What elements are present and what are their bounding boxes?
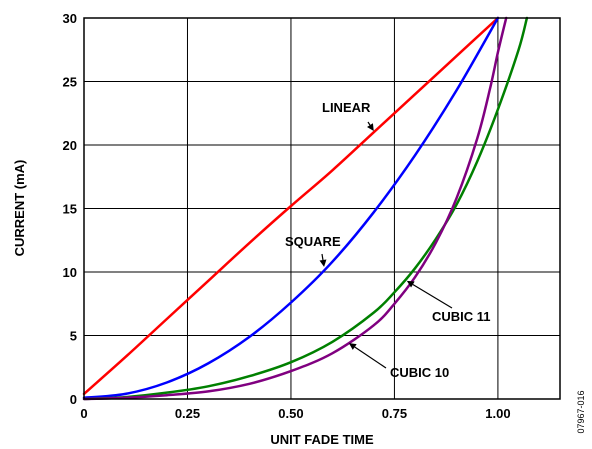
series-lines	[82, 16, 529, 401]
annotation-leader-linear	[367, 121, 371, 126]
y-tick-labels: 0 5 10 15 20 25 30	[63, 11, 77, 407]
annotation-label-cubic-11: CUBIC 11	[432, 309, 491, 324]
y-tick-label: 10	[63, 265, 77, 280]
annotation-label-linear: LINEAR	[322, 100, 371, 115]
annotations: LINEAR SQUARE CUBIC 11 CUBIC 10	[285, 100, 491, 380]
y-tick-label: 20	[63, 138, 77, 153]
x-axis-title: UNIT FADE TIME	[270, 432, 374, 447]
series-line-cubic-10	[82, 16, 508, 401]
y-tick-label: 30	[63, 11, 77, 26]
annotation-arrowhead-cubic-10	[348, 343, 357, 350]
plot-frame	[83, 17, 561, 400]
annotation-leader-cubic-10	[354, 346, 387, 369]
y-tick-label: 0	[70, 392, 77, 407]
x-tick-label: 0.75	[382, 406, 407, 421]
annotation-leader-cubic-11	[412, 283, 453, 309]
annotation-arrowhead-square	[319, 259, 327, 267]
y-tick-label: 5	[70, 329, 77, 344]
y-tick-label: 15	[63, 202, 77, 217]
series-line-square	[82, 16, 500, 399]
figure-id: 07967-016	[576, 390, 586, 433]
annotation-arrowhead-cubic-11	[406, 280, 415, 288]
series-line-linear	[82, 16, 500, 396]
y-tick-label: 25	[63, 75, 77, 90]
x-tick-label: 0.25	[175, 406, 200, 421]
annotation-label-square: SQUARE	[285, 234, 341, 249]
annotation-leader-square	[321, 253, 324, 261]
x-tick-label: 0	[80, 406, 87, 421]
x-tick-label: 1.00	[485, 406, 510, 421]
series-line-cubic-11	[82, 16, 529, 401]
annotation-label-cubic-10: CUBIC 10	[390, 365, 449, 380]
x-tick-label: 0.50	[278, 406, 303, 421]
x-tick-labels: 0 0.25 0.50 0.75 1.00	[80, 406, 510, 421]
y-axis-title: CURRENT (mA)	[12, 160, 27, 257]
annotation-arrowhead-linear	[367, 123, 374, 132]
